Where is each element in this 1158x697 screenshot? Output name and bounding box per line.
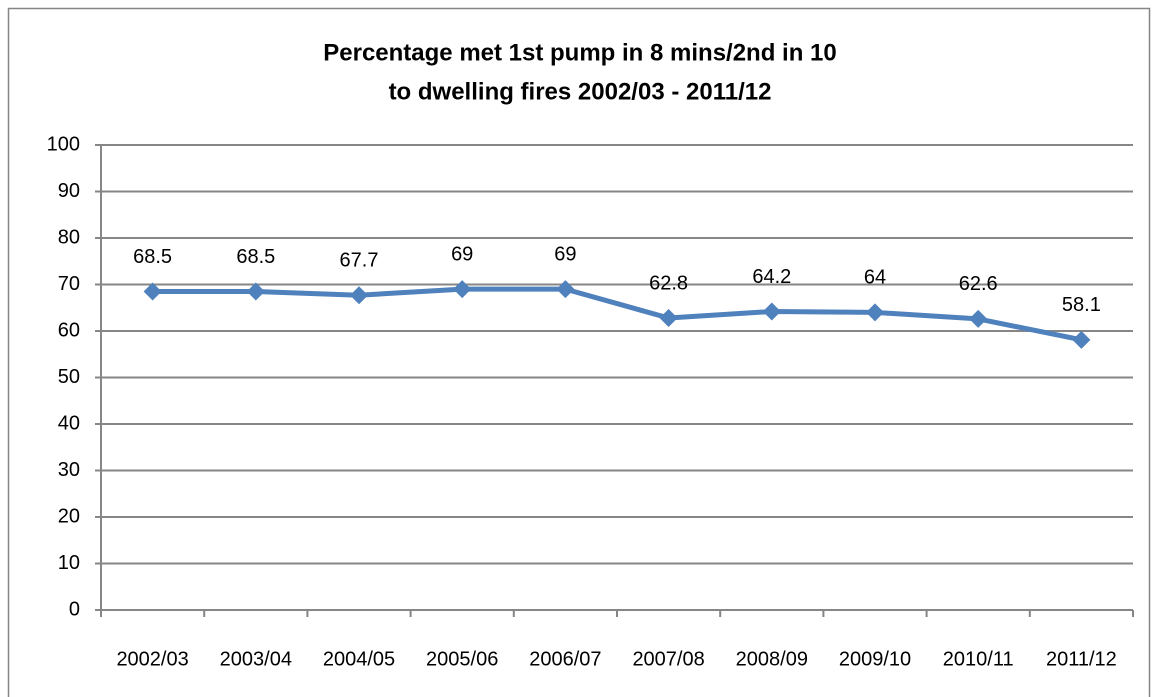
y-tick-label: 100 (47, 133, 80, 155)
data-label: 68.5 (133, 246, 172, 268)
x-tick-label: 2008/09 (736, 648, 808, 670)
y-tick-label: 70 (58, 273, 80, 295)
marker (659, 308, 678, 327)
x-tick-label: 2005/06 (426, 648, 498, 670)
x-tick-label: 2009/10 (839, 648, 911, 670)
data-label: 69 (451, 243, 473, 265)
marker (350, 286, 368, 305)
x-tick-label: 2007/08 (632, 648, 704, 670)
data-label: 67.7 (340, 249, 379, 271)
marker (762, 302, 781, 321)
marker (866, 303, 884, 322)
marker (246, 282, 265, 301)
line (152, 286, 1082, 343)
data-label: 64 (864, 267, 886, 289)
data-label: 58.1 (1062, 294, 1101, 316)
chart-title: to dwelling fires 2002/03 - 2011/12 (389, 78, 772, 105)
data-label: 62.8 (649, 272, 688, 294)
data-label: 69 (554, 243, 576, 265)
marker (143, 282, 162, 301)
y-tick-label: 40 (58, 412, 80, 434)
data-label: 64.2 (752, 266, 791, 288)
x-tick-label: 2011/12 (1046, 648, 1117, 670)
x-tick-label: 2003/04 (220, 648, 292, 670)
y-tick-label: 30 (58, 459, 80, 481)
chart-frame (7, 7, 1151, 697)
data-label: 68.5 (236, 246, 275, 268)
marker (453, 280, 472, 299)
x-tick-label: 2002/03 (116, 648, 188, 670)
y-tick-label: 10 (58, 552, 80, 574)
y-tick-label: 60 (58, 319, 80, 341)
y-tick-label: 50 (58, 366, 80, 388)
chart-title: Percentage met 1st pump in 8 mins/2nd in… (323, 39, 836, 66)
y-tick-label: 20 (58, 505, 80, 527)
y-tick-label: 80 (58, 226, 80, 248)
marker (969, 309, 988, 328)
marker (1072, 330, 1091, 349)
data-label: 62.6 (959, 273, 998, 295)
x-tick-label: 2006/07 (529, 648, 601, 670)
marker (556, 280, 575, 299)
x-tick-label: 2010/11 (943, 648, 1014, 670)
y-tick-label: 90 (58, 180, 80, 202)
y-tick-label: 0 (69, 598, 80, 620)
x-tick-label: 2004/05 (323, 648, 395, 670)
